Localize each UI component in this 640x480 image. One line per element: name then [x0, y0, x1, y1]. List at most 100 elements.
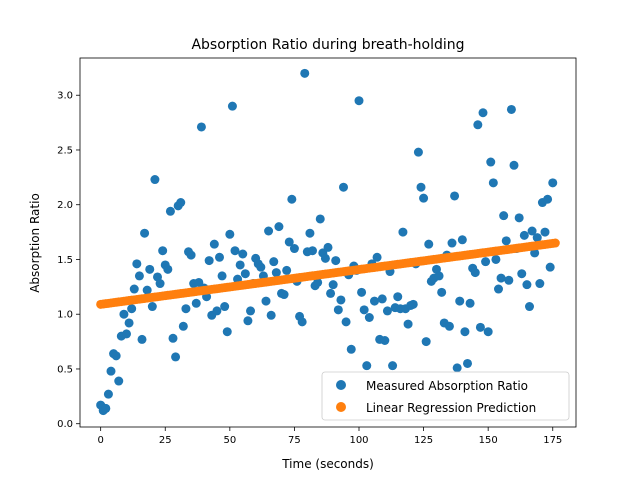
measured-point: [328, 280, 338, 290]
measured-point: [215, 252, 224, 262]
y-tick-label: 0.5: [57, 364, 73, 375]
measured-point: [359, 305, 369, 315]
measured-point: [514, 213, 524, 223]
measured-point: [517, 269, 527, 279]
measured-point: [243, 316, 253, 326]
measured-point: [300, 68, 310, 78]
measured-point: [140, 228, 150, 238]
measured-point: [315, 214, 325, 224]
y-tick-label: 3.0: [57, 91, 73, 102]
axes-frame: [79, 57, 577, 428]
measured-point: [287, 194, 297, 204]
measured-point: [308, 246, 317, 256]
measured-point: [364, 313, 374, 322]
measured-point: [284, 237, 294, 247]
measured-point: [168, 333, 178, 343]
measured-point: [178, 321, 188, 331]
x-tick-label: 75: [288, 435, 301, 446]
measured-point: [289, 244, 299, 254]
measured-point: [127, 304, 137, 314]
y-tick-label: 1.5: [57, 255, 73, 266]
measured-point: [380, 336, 390, 345]
measured-point: [165, 206, 175, 216]
measured-point: [491, 254, 501, 264]
measured-point: [261, 296, 271, 306]
measured-point: [297, 317, 307, 327]
measured-point: [499, 211, 509, 221]
measured-point: [227, 101, 237, 111]
measured-point: [455, 296, 465, 306]
measured-point: [545, 262, 555, 272]
x-tick-label: 100: [349, 435, 368, 446]
y-tick-label: 1.0: [57, 310, 73, 321]
measured-point: [240, 269, 250, 279]
measured-point: [323, 242, 333, 252]
measured-point: [408, 299, 418, 309]
measured-point: [155, 279, 165, 289]
measured-point: [106, 366, 116, 376]
measured-point: [501, 236, 511, 246]
regression-point: [550, 238, 560, 248]
measured-point: [398, 227, 408, 237]
x-axis: 0 25 50 75 100 125 150 175: [97, 427, 562, 446]
measured-point: [119, 309, 129, 319]
measured-point: [473, 120, 483, 130]
legend-label-regression: Linear Regression Prediction: [366, 401, 536, 415]
x-tick-label: 25: [159, 435, 172, 446]
measured-point: [326, 288, 336, 298]
measured-point: [132, 259, 142, 269]
measured-point: [341, 317, 351, 327]
measured-point: [483, 327, 493, 337]
measured-point: [320, 253, 330, 263]
measured-point: [305, 228, 315, 238]
measured-point: [176, 198, 186, 208]
measured-point: [124, 318, 134, 328]
measured-point: [370, 296, 379, 306]
measured-point: [217, 271, 227, 281]
measured-point: [114, 376, 124, 386]
measured-point: [434, 271, 444, 281]
measured-point: [525, 302, 534, 312]
measured-point: [103, 389, 113, 399]
measured-point: [222, 327, 232, 337]
measured-point: [527, 226, 537, 236]
measured-point: [331, 256, 341, 266]
legend-marker-regression: [336, 402, 346, 412]
measured-point: [540, 227, 550, 237]
measured-point: [279, 290, 289, 300]
y-axis: 0.0 0.5 1.0 1.5 2.0 2.5 3.0: [57, 91, 80, 430]
x-tick-label: 50: [223, 435, 236, 446]
measured-point: [256, 262, 266, 272]
measured-point: [282, 265, 292, 275]
measured-point: [346, 344, 356, 354]
measured-point: [393, 292, 403, 302]
measured-point: [419, 193, 429, 203]
measured-point: [548, 178, 558, 188]
measured-point: [101, 403, 111, 413]
legend: Measured Absorption Ratio Linear Regress…: [321, 371, 570, 421]
measured-point: [191, 298, 201, 308]
measured-point: [532, 233, 542, 243]
measured-point: [424, 239, 434, 249]
measured-point: [225, 229, 235, 239]
x-tick-label: 175: [543, 435, 562, 446]
measured-point: [274, 222, 284, 232]
measured-point: [235, 260, 245, 270]
x-tick-label: 150: [479, 435, 498, 446]
measured-point: [452, 363, 462, 373]
x-tick-label: 125: [414, 435, 433, 446]
measured-point: [204, 256, 214, 266]
measured-point: [238, 249, 248, 259]
measured-point: [339, 182, 348, 192]
measured-point: [196, 122, 206, 132]
legend-label-measured: Measured Absorption Ratio: [366, 379, 528, 393]
measured-point: [522, 280, 532, 290]
measured-point: [444, 321, 454, 331]
measured-point: [460, 327, 470, 337]
y-tick-label: 2.0: [57, 200, 73, 211]
measured-point: [137, 334, 147, 344]
y-axis-label: Absorption Ratio: [28, 193, 42, 293]
measured-point: [465, 298, 475, 308]
measured-point: [246, 306, 255, 316]
measured-point: [437, 287, 447, 297]
